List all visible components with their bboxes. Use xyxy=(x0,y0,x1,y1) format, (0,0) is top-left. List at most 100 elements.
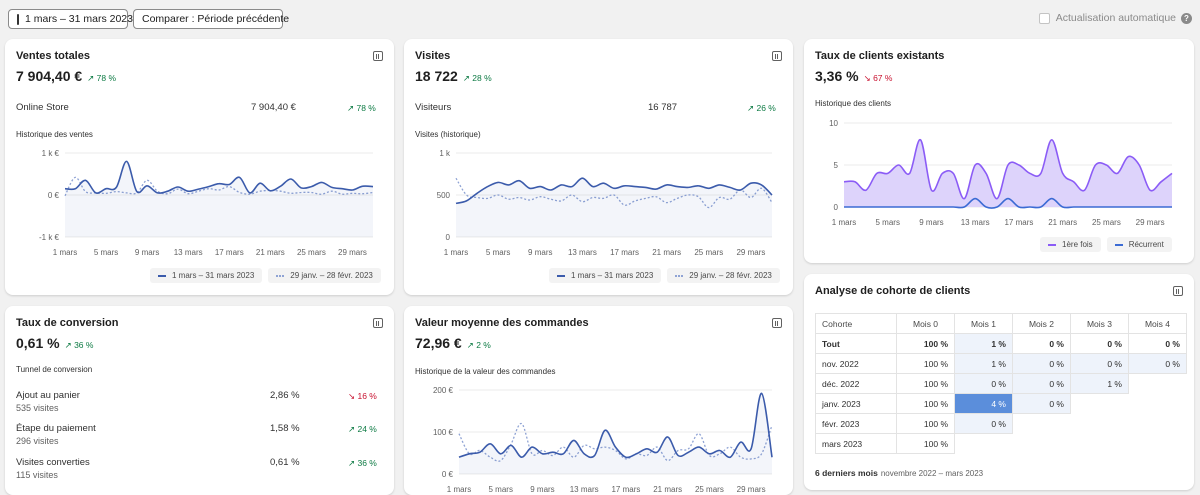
funnel-step-rate: 0,61 % xyxy=(270,457,300,468)
x-tick-label: 25 mars xyxy=(695,485,724,494)
cohort-header: Cohorte xyxy=(814,313,898,334)
legend-current-label: 1 mars – 31 mars 2023 xyxy=(571,271,654,280)
cohort-empty xyxy=(954,433,1013,454)
cohort-footer-period: 6 derniers mois xyxy=(815,468,878,478)
funnel-step-label: Ajout au panier xyxy=(16,390,80,401)
funnel-step-rate: 2,86 % xyxy=(270,390,300,401)
y-tick-label: 10 xyxy=(829,119,838,128)
cohort-empty xyxy=(1128,413,1187,434)
date-range-label: 1 mars – 31 mars 2023 xyxy=(25,13,133,25)
legend-swatch xyxy=(1048,243,1056,246)
chart-legend: 1 mars – 31 mars 2023 29 janv. – 28 févr… xyxy=(150,268,381,283)
compare-label: Comparer : Période précédente xyxy=(142,13,290,25)
metric: 7 904,40 € ↗ 78 % xyxy=(16,68,116,84)
aov-chart: 200 € 100 € 0 € 1 mars 5 mars 9 mars 13 mars 17… xyxy=(433,386,773,494)
cohort-footer-range: novembre 2022 – mars 2023 xyxy=(880,469,984,478)
chart-legend: 1 mars – 31 mars 2023 29 janv. – 28 févr… xyxy=(549,268,780,283)
cohort-label: nov. 2022 xyxy=(814,353,898,374)
x-tick-label: 25 mars xyxy=(1092,218,1121,227)
auto-refresh-checkbox[interactable] xyxy=(1038,12,1050,24)
cohort-row: mars 2023 100 % xyxy=(814,433,1187,454)
cohort-empty xyxy=(1012,433,1071,454)
previous-period-line xyxy=(455,177,773,209)
card-title: Valeur moyenne des commandes xyxy=(415,317,589,329)
x-tick-label: 21 mars xyxy=(652,248,681,257)
x-tick-label: 1 mars xyxy=(447,485,471,494)
cohort-label: févr. 2023 xyxy=(814,413,898,434)
calendar-icon xyxy=(17,13,19,25)
x-tick-label: 17 mars xyxy=(1004,218,1033,227)
chart-legend: 1ère fois Récurrent xyxy=(1040,237,1172,252)
metric-value: 72,96 € xyxy=(415,335,462,351)
first-time-area xyxy=(844,139,1172,207)
x-tick-label: 13 mars xyxy=(961,218,990,227)
x-tick-label: 9 mars xyxy=(530,485,554,494)
chart-icon[interactable] xyxy=(1173,286,1183,296)
cohort-header: Mois 4 xyxy=(1127,313,1188,334)
legend-previous-label: 29 janv. – 28 févr. 2023 xyxy=(290,271,373,280)
card-title: Ventes totales xyxy=(16,50,90,62)
legend-returning: Récurrent xyxy=(1106,237,1172,252)
cohort-header: Mois 0 xyxy=(896,313,956,334)
cohort-cell: 0 % xyxy=(1127,333,1188,354)
funnel-step-label: Étape du paiement xyxy=(16,423,96,434)
x-tick-label: 25 mars xyxy=(694,248,723,257)
current-period-line xyxy=(455,177,773,205)
current-period-area xyxy=(65,161,373,237)
funnel-step-delta: ↗ 36 % xyxy=(348,458,377,468)
auto-refresh-toggle[interactable]: Actualisation automatique ? xyxy=(1038,12,1192,24)
cohort-empty xyxy=(1070,433,1129,454)
chart-icon[interactable] xyxy=(772,51,782,61)
legend-previous: 29 janv. – 28 févr. 2023 xyxy=(268,268,381,283)
cohort-header: Mois 1 xyxy=(954,313,1013,334)
metric: 18 722 ↗ 28 % xyxy=(415,68,492,84)
current-period-line xyxy=(458,392,773,459)
cohort-cell: 100 % xyxy=(896,393,956,414)
chart-icon[interactable] xyxy=(373,51,383,61)
funnel-step-visits: 296 visites xyxy=(16,436,59,446)
legend-swatch xyxy=(675,274,684,277)
x-tick-label: 9 mars xyxy=(528,248,552,257)
cohort-cell: 0 % xyxy=(1012,333,1071,354)
metric: 72,96 € ↗ 2 % xyxy=(415,335,491,351)
cohort-cell: 4 % xyxy=(954,393,1013,414)
cohort-header-row: Cohorte Mois 0 Mois 1 Mois 2 Mois 3 Mois… xyxy=(814,313,1188,334)
x-tick-label: 1 mars xyxy=(53,248,77,257)
x-tick-label: 21 mars xyxy=(653,485,682,494)
cohort-row: Tout 100 % 1 % 0 % 0 % 0 % xyxy=(814,333,1188,354)
visits-chart: 1 k 500 0 1 mars 5 mars 9 mars 13 mars 17 mars 2… xyxy=(437,149,773,257)
row-label: Visiteurs xyxy=(415,102,452,113)
x-tick-label: 29 mars xyxy=(1136,218,1165,227)
chart-title: Historique des clients xyxy=(815,99,892,108)
cohort-table: Cohorte Mois 0 Mois 1 Mois 2 Mois 3 Mois… xyxy=(814,313,1188,454)
cohort-cell: 0 % xyxy=(954,373,1013,394)
cohort-label: déc. 2022 xyxy=(814,373,898,394)
cohort-cell: 0 % xyxy=(1069,333,1129,354)
aov-card: Valeur moyenne des commandes 72,96 € ↗ 2… xyxy=(404,306,793,495)
cohort-label: Tout xyxy=(814,333,898,354)
y-tick-label: 1 k € xyxy=(42,149,60,158)
cohort-header: Mois 2 xyxy=(1012,313,1071,334)
x-tick-label: 5 mars xyxy=(489,485,513,494)
date-range-button[interactable]: 1 mars – 31 mars 2023 xyxy=(8,9,133,29)
cohort-empty xyxy=(1128,373,1187,394)
chart-icon[interactable] xyxy=(373,318,383,328)
x-tick-label: 13 mars xyxy=(570,485,599,494)
card-title: Analyse de cohorte de clients xyxy=(815,285,971,297)
help-icon[interactable]: ? xyxy=(1181,12,1192,24)
legend-swatch xyxy=(276,274,285,277)
x-tick-label: 29 mars xyxy=(736,248,765,257)
compare-button[interactable]: Comparer : Période précédente xyxy=(133,9,289,29)
y-tick-label: 0 € xyxy=(48,191,60,200)
current-period-line xyxy=(64,160,374,194)
legend-current: 1 mars – 31 mars 2023 xyxy=(549,268,662,283)
x-tick-label: 17 mars xyxy=(215,248,244,257)
chart-icon[interactable] xyxy=(772,318,782,328)
x-tick-label: 29 mars xyxy=(737,485,766,494)
legend-previous: 29 janv. – 28 févr. 2023 xyxy=(667,268,780,283)
row-delta: ↗ 26 % xyxy=(747,103,776,113)
cohort-empty xyxy=(1070,393,1129,414)
card-title: Taux de clients existants xyxy=(815,50,945,62)
row-delta: ↗ 78 % xyxy=(347,103,376,113)
funnel-step-rate: 1,58 % xyxy=(270,423,300,434)
